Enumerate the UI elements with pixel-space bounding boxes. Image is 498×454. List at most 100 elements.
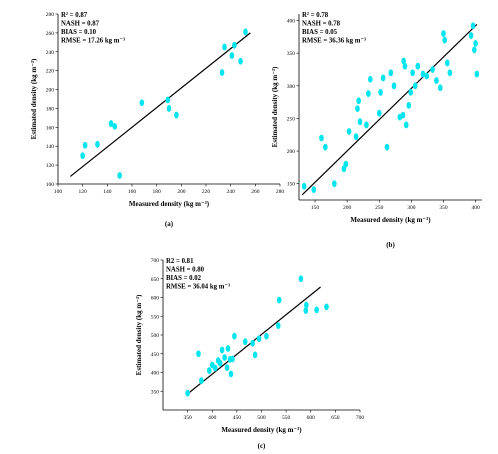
data-point <box>301 182 307 190</box>
data-point <box>230 355 235 363</box>
data-point <box>80 152 85 160</box>
stat-line: NASH = 0.78 <box>302 21 341 28</box>
stat-line: BIAS = 0.10 <box>61 29 97 36</box>
chart-panel-a: 100 120 140 160 180 200 220 240 260 280 100 120 140 1… <box>30 12 284 228</box>
data-point <box>242 338 248 346</box>
stat-line: R² = 0.78 <box>302 12 329 19</box>
data-point <box>415 62 421 70</box>
data-point <box>185 389 190 397</box>
data-point <box>314 306 319 314</box>
data-point <box>400 111 406 119</box>
data-point <box>275 322 281 330</box>
y-tick-label: 200 <box>287 149 296 155</box>
data-point <box>212 364 218 372</box>
data-point <box>412 82 418 90</box>
data-point <box>406 101 412 109</box>
x-tick-label: 550 <box>282 415 291 421</box>
y-tick-label: 350 <box>287 51 296 57</box>
data-point <box>217 359 223 367</box>
data-point <box>303 307 309 315</box>
data-point <box>224 364 230 372</box>
data-point <box>256 335 262 343</box>
y-axis-label: Estimated density (kg m⁻³) <box>135 294 143 375</box>
data-point <box>332 180 337 188</box>
regression-line <box>301 24 478 196</box>
data-point <box>225 345 231 352</box>
data-point <box>232 41 237 49</box>
data-point <box>250 339 255 347</box>
y-tick-label: 450 <box>151 352 160 358</box>
x-tick-label: 350 <box>439 205 448 211</box>
data-point <box>319 134 324 142</box>
data-point <box>165 96 171 104</box>
data-point <box>366 90 371 98</box>
x-tick-label: 400 <box>471 205 480 211</box>
panel-caption: (b) <box>386 241 395 249</box>
x-tick-label: 160 <box>128 189 137 195</box>
stat-line: BIAS = 0.02 <box>166 275 202 282</box>
stat-line: NASH = 0.87 <box>61 21 100 28</box>
data-point <box>117 172 122 179</box>
data-point <box>311 186 317 193</box>
data-point <box>447 69 453 77</box>
data-point <box>410 69 415 77</box>
data-point <box>408 88 414 96</box>
data-point <box>139 99 145 107</box>
data-point <box>264 332 269 340</box>
data-point <box>108 120 114 127</box>
panel-caption: (a) <box>165 220 174 228</box>
data-point <box>174 111 179 119</box>
stat-line: RMSE = 36.36 kg m⁻³ <box>302 38 366 45</box>
data-point <box>343 160 349 168</box>
data-point <box>232 332 237 340</box>
y-tick-label: 160 <box>46 125 55 131</box>
data-point <box>228 370 234 378</box>
data-point <box>378 88 383 96</box>
data-point <box>219 346 225 354</box>
data-point <box>391 82 397 90</box>
y-axis-label: Estimated density (kg m⁻³) <box>271 66 279 147</box>
y-tick-label: 280 <box>46 12 55 18</box>
data-point <box>298 275 304 283</box>
data-point <box>424 72 430 80</box>
data-point <box>364 121 369 129</box>
data-point <box>357 118 363 126</box>
y-tick-label: 650 <box>151 277 160 283</box>
data-point <box>471 46 477 54</box>
data-point <box>420 70 426 78</box>
x-tick-label: 400 <box>208 415 217 421</box>
x-tick-label: 120 <box>79 189 88 195</box>
y-tick-label: 400 <box>151 371 160 377</box>
y-tick-label: 500 <box>151 333 160 339</box>
x-tick-label: 280 <box>276 189 285 195</box>
y-tick-label: 120 <box>46 163 55 169</box>
x-tick-label: 260 <box>251 189 260 195</box>
data-point <box>437 84 443 92</box>
data-point <box>434 77 439 84</box>
data-point <box>474 70 480 78</box>
x-tick-label: 600 <box>307 415 316 421</box>
chart-panel-c: 350 400 450 500 550 600 650 700 350 400 450 500 550 6… <box>135 258 364 450</box>
data-point <box>353 133 359 141</box>
stat-line: RMSE = 17.26 kg m⁻³ <box>61 38 125 45</box>
data-point <box>112 122 118 130</box>
data-point <box>304 301 309 309</box>
chart-panel-b: 150 200 250 300 350 400 150 200 250 300 350 400 Meas… <box>271 12 482 249</box>
y-tick-label: 100 <box>46 182 55 188</box>
x-tick-label: 100 <box>54 189 63 195</box>
stat-line: RMSE = 36.04 kg m⁻³ <box>166 284 230 291</box>
data-point <box>441 30 446 37</box>
data-point <box>403 121 409 129</box>
y-tick-label: 260 <box>46 31 55 37</box>
y-tick-label: 400 <box>287 19 296 25</box>
x-tick-label: 180 <box>153 189 162 195</box>
stat-line: R² = 0.87 <box>61 12 88 19</box>
stat-line: R2 = 0.81 <box>166 258 194 265</box>
data-point <box>376 109 382 117</box>
x-tick-label: 300 <box>407 205 416 211</box>
x-tick-label: 450 <box>233 415 242 421</box>
data-point <box>222 43 227 51</box>
data-point <box>229 52 235 59</box>
data-point <box>82 141 88 149</box>
